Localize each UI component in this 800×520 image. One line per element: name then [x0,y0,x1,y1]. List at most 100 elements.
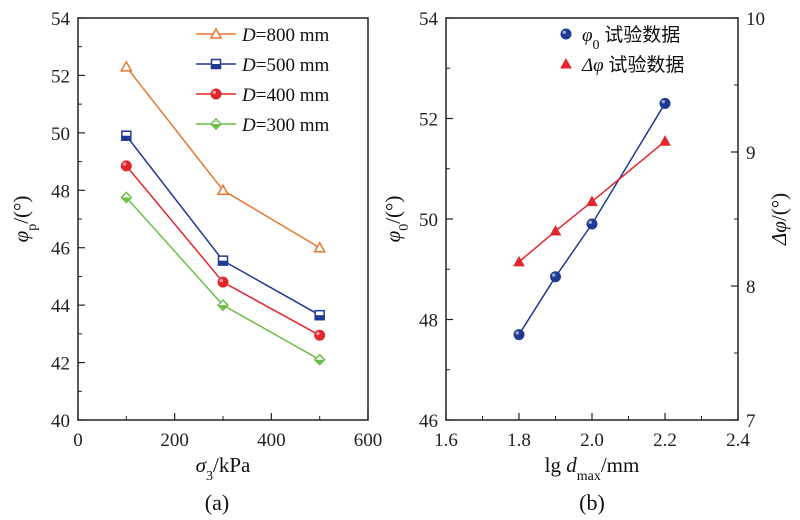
data-point-fill [218,260,228,266]
x-tick-label: 2.2 [653,430,677,451]
y-left-tick-label: 52 [419,110,438,131]
data-point-shape [216,183,230,196]
y-tick-label: 40 [51,411,70,432]
x-axis-label: lg dmax/mm [545,453,640,484]
legend-marker-shape [210,88,222,100]
legend-label: D=400 mm [241,85,329,106]
data-point [217,276,229,288]
y-left-axis-label: φ0/(°) [381,196,412,243]
data-point [513,329,525,341]
data-point-shape [313,241,326,253]
data-point-shape [586,195,598,207]
data-point-gloss [316,331,320,336]
data-point-fill [314,359,325,365]
data-point-gloss [515,331,519,335]
data-point [313,241,326,253]
legend-marker [210,88,222,100]
y-tick-label: 48 [51,181,70,202]
x-tick-label: 400 [257,430,286,451]
data-point-fill [121,197,132,203]
x-tick-label: 200 [160,430,189,451]
legend-label: D=500 mm [241,55,329,76]
data-point [659,135,671,146]
data-point [217,255,229,266]
y-right-tick-label: 8 [746,277,756,298]
data-point-gloss [219,278,223,283]
series-line [518,140,666,263]
data-point [120,160,132,172]
y-tick-label: 42 [51,354,70,375]
data-point [121,130,132,141]
data-point [513,255,525,267]
legend-marker-shape [209,27,223,39]
data-point-shape [120,60,133,72]
x-tick-label: 0 [73,430,83,451]
x-tick-label: 1.8 [507,430,531,451]
data-point-fill [218,305,228,311]
data-point-shape [549,225,562,236]
data-point-shape [659,135,671,146]
x-tick-label: 600 [354,430,383,451]
legend-marker [210,58,222,70]
data-point [549,225,562,236]
y-right-axis-label: Δφ/(°) [767,193,791,246]
y-right-tick-label: 9 [746,143,756,164]
y-axis-label: φp/(°) [9,196,40,243]
legend-marker [560,28,572,40]
data-point-shape [659,97,671,109]
legend-label: D=300 mm [241,115,329,136]
x-tick-label: 2.4 [726,430,750,451]
y-tick-label: 46 [51,239,70,260]
series-line [518,103,666,335]
data-point-gloss [661,99,665,104]
chart-b: 1.6 1.8 2.0 2.2 2.4 46 48 50 52 54 7 8 9 10 lg dmax/mm… [381,9,791,515]
data-point [120,191,133,204]
y-left-tick-label: 48 [419,311,438,332]
x-tick-label: 1.6 [434,430,458,451]
y-right-tick-label: 7 [746,411,756,432]
x-tick-label: 2.0 [580,430,604,451]
y-left-tick-label: 54 [419,9,439,30]
y-tick-label: 52 [51,66,70,87]
legend-label: Δφ 试验数据 [581,54,684,76]
data-point-shape [314,329,326,341]
y-left-tick-label: 50 [419,210,438,231]
legend-marker-gloss [212,90,216,94]
y-tick-label: 54 [51,9,71,30]
data-point [313,353,326,366]
legend-marker-shape [560,28,572,40]
data-point-shape [513,255,525,267]
legend-label: φ0 试验数据 [582,24,680,53]
legend-label: D=800 mm [241,25,329,46]
data-point [586,195,598,207]
data-point [216,299,230,312]
y-tick-label: 50 [51,124,70,145]
y-left-tick-label: 46 [419,411,438,432]
legend-marker-fill [211,64,221,69]
data-point-shape [513,329,525,341]
data-point-shape [217,276,229,288]
data-point [550,271,561,283]
data-point-gloss [552,273,556,277]
series-line [125,135,321,316]
data-point [586,218,598,230]
y-tick-label: 44 [51,296,71,317]
data-point-fill [121,135,131,141]
data-point [659,97,671,109]
legend-marker-shape [560,57,572,69]
data-point-gloss [588,220,592,225]
data-point-shape [120,160,132,172]
panel-label: (a) [205,490,229,515]
data-point [120,60,133,72]
data-point-shape [550,271,561,283]
legend-marker [209,27,223,39]
y-right-tick-label: 10 [746,9,765,30]
legend-marker-gloss [562,30,566,34]
data-point-fill [315,315,325,320]
x-axis-label: σ3/kPa [196,453,251,484]
data-point-shape [586,218,598,230]
chart-a: 0 200 400 600 40 42 44 46 48 50 52 54 σ3/kPa φp/(°) (a… [9,9,382,515]
legend-marker [560,57,572,69]
data-point-gloss [122,162,127,166]
